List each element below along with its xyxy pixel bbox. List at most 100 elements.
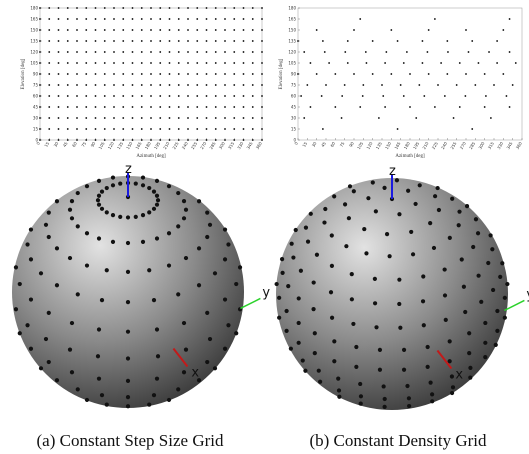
point <box>512 84 514 86</box>
sphere-point <box>315 253 319 257</box>
point <box>169 62 171 64</box>
point <box>334 106 336 108</box>
sphere-point <box>350 272 354 276</box>
sphere-point <box>111 240 115 244</box>
point <box>39 51 41 53</box>
x-tick-label: 345 <box>505 141 513 151</box>
point <box>187 18 189 20</box>
sphere-point <box>430 399 434 403</box>
point <box>422 40 424 42</box>
sphere-point <box>385 232 389 236</box>
point <box>215 73 217 75</box>
x-tick-label: 30 <box>52 141 59 148</box>
point <box>493 84 495 86</box>
point <box>515 62 517 64</box>
point <box>159 7 161 9</box>
point <box>76 7 78 9</box>
point <box>48 73 50 75</box>
point <box>506 95 508 97</box>
x-tick-label: 270 <box>459 141 467 151</box>
point <box>252 40 254 42</box>
sphere-point <box>167 263 171 267</box>
x-tick-label: 180 <box>403 141 411 151</box>
y-tick-label: 90 <box>33 72 39 77</box>
point <box>122 51 124 53</box>
point <box>95 40 97 42</box>
sphere-point <box>313 351 317 355</box>
point <box>485 95 487 97</box>
point <box>321 95 323 97</box>
x-tick-label: 255 <box>190 141 198 151</box>
point <box>122 139 124 141</box>
axis-label: z <box>389 164 396 179</box>
point <box>397 40 399 42</box>
sphere-point <box>358 382 362 386</box>
point <box>58 95 60 97</box>
point <box>159 95 161 97</box>
point <box>303 51 305 53</box>
point <box>67 18 69 20</box>
point <box>169 84 171 86</box>
sphere-point <box>311 307 315 311</box>
sphere-point <box>197 199 201 203</box>
point <box>300 95 302 97</box>
point <box>509 106 511 108</box>
y-tick-label: 45 <box>291 105 297 110</box>
sphere-point <box>398 326 402 330</box>
point <box>215 117 217 119</box>
sphere-point <box>490 247 494 251</box>
sphere-point <box>176 292 180 296</box>
point <box>48 95 50 97</box>
y-tick-label: 120 <box>288 50 296 55</box>
point <box>95 29 97 31</box>
sphere-point <box>105 403 109 407</box>
point <box>178 139 180 141</box>
point <box>76 139 78 141</box>
y-axis-label: Elevation [deg] <box>21 58 26 89</box>
x-tick-label: 165 <box>134 141 142 151</box>
point <box>233 139 235 141</box>
sphere-point <box>491 288 495 292</box>
point <box>141 18 143 20</box>
sphere-point <box>378 348 382 352</box>
point <box>141 73 143 75</box>
point <box>95 117 97 119</box>
point <box>384 106 386 108</box>
point <box>85 7 87 9</box>
sphere-point <box>337 388 341 392</box>
point <box>390 29 392 31</box>
point <box>206 18 208 20</box>
point <box>444 95 446 97</box>
point <box>85 84 87 86</box>
sphere-point <box>238 265 242 269</box>
point <box>178 7 180 9</box>
sphere-point <box>297 341 301 345</box>
sphere-point <box>476 274 480 278</box>
point <box>67 139 69 141</box>
sphere-point <box>76 224 80 228</box>
sphere-point <box>39 271 43 275</box>
point <box>484 106 486 108</box>
y-tick-label: 180 <box>30 6 38 11</box>
point <box>468 51 470 53</box>
sphere-point <box>205 360 209 364</box>
point <box>85 73 87 75</box>
sphere-point <box>299 269 303 273</box>
sphere-body <box>12 176 244 408</box>
sphere-point <box>76 387 80 391</box>
x-tick-label: 315 <box>487 141 495 151</box>
sphere-point <box>85 231 89 235</box>
point <box>187 117 189 119</box>
sphere-point <box>126 395 130 399</box>
point <box>303 117 305 119</box>
point <box>67 51 69 53</box>
sphere-point <box>156 198 160 202</box>
sphere-point <box>141 175 145 179</box>
point <box>150 62 152 64</box>
sphere-point <box>359 402 363 406</box>
point <box>353 29 355 31</box>
point <box>187 51 189 53</box>
point <box>224 139 226 141</box>
point <box>169 128 171 130</box>
